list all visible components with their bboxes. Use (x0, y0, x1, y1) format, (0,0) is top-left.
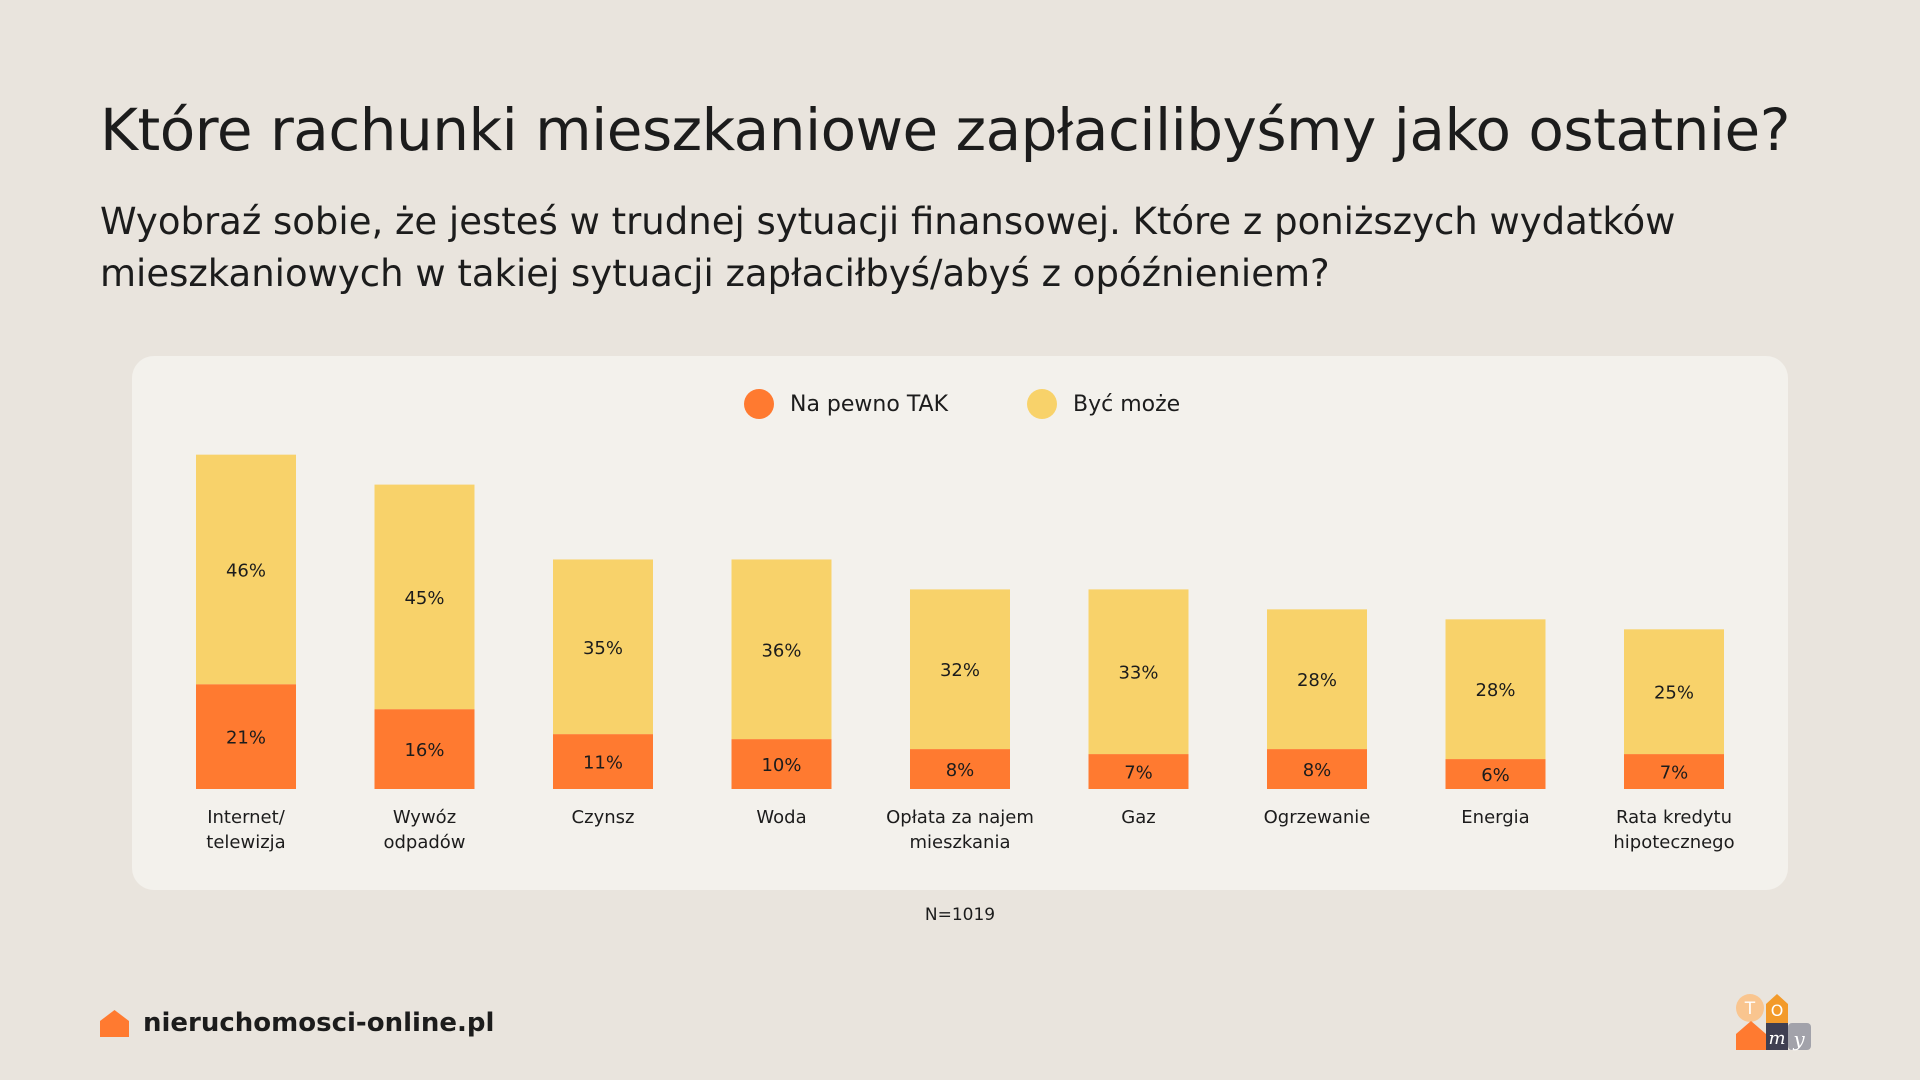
svg-text:y: y (1792, 1027, 1805, 1051)
page-title: Które rachunki mieszkaniowe zapłacilibyś… (100, 96, 1790, 164)
category-label: Czynsz (514, 805, 692, 830)
category-label-line: Internet/ (207, 807, 285, 828)
data-label: 36% (761, 640, 801, 661)
bar-segment-byc-moze (1267, 609, 1367, 750)
category-label-line: Energia (1461, 807, 1530, 828)
data-label: 8% (1303, 760, 1332, 781)
bar-segment-na-pewno-tak (196, 684, 296, 789)
bar-segment-byc-moze (731, 559, 832, 740)
sample-size-note: N=1019 (924, 905, 996, 925)
bar-segment-byc-moze (910, 589, 1010, 750)
category-label: Opłata za najem mieszkania (871, 805, 1049, 855)
bar-segment-na-pewno-tak (1445, 759, 1546, 789)
data-label: 6% (1481, 765, 1510, 786)
legend-swatch (1027, 389, 1057, 419)
data-label: 33% (1118, 663, 1158, 684)
category-label-line: mieszkania (909, 832, 1011, 853)
tomy-logo: T O m y (1736, 994, 1811, 1051)
bar-segment-na-pewno-tak (374, 709, 475, 789)
site-name: nieruchomosci-online.pl (143, 1008, 495, 1038)
legend-label: Na pewno TAK (790, 391, 949, 417)
legend-label: Być może (1073, 391, 1181, 417)
category-label: Rata kredytu hipotecznego (1585, 805, 1763, 855)
category-label-line: odpadów (383, 832, 466, 853)
data-label: 21% (226, 728, 266, 749)
subtitle: Wyobraź sobie, że jesteś w trudnej sytua… (100, 200, 1676, 295)
data-label: 32% (940, 660, 980, 681)
category-label-line: Rata kredytu (1616, 807, 1732, 828)
footer-brand: nieruchomosci-online.pl (100, 1008, 494, 1038)
data-label: 46% (226, 560, 266, 581)
bar-segment-byc-moze (553, 559, 653, 735)
category-label: Energia (1407, 805, 1585, 830)
category-label-line: Gaz (1121, 807, 1156, 828)
legend: Na pewno TAK Być może (0, 389, 1920, 419)
data-label: 16% (404, 740, 444, 761)
category-label: Ogrzewanie (1228, 805, 1406, 830)
bar-segment-byc-moze (1624, 629, 1724, 755)
data-label: 8% (946, 760, 975, 781)
category-label: Woda (693, 805, 871, 830)
data-label: 7% (1660, 763, 1689, 784)
legend-item-na-pewno-tak: Na pewno TAK (744, 389, 948, 419)
data-label: 11% (583, 753, 623, 774)
svg-text:T: T (1744, 999, 1756, 1019)
category-label-line: Woda (756, 807, 807, 828)
data-label: 25% (1654, 683, 1694, 704)
category-label-line: Ogrzewanie (1263, 807, 1371, 828)
bar-segment-na-pewno-tak (910, 749, 1010, 789)
svg-text:O: O (1771, 1001, 1784, 1020)
data-label: 35% (583, 638, 623, 659)
data-label: 45% (404, 588, 444, 609)
bar-segment-na-pewno-tak (731, 739, 832, 789)
bar-segment-na-pewno-tak (1267, 749, 1367, 789)
category-label-line: telewizja (206, 832, 286, 853)
bar-segment-byc-moze (374, 484, 475, 710)
house-icon (100, 1009, 129, 1037)
data-label: 28% (1475, 680, 1515, 701)
category-label-line: hipotecznego (1613, 832, 1735, 853)
svg-text:m: m (1768, 1028, 1785, 1049)
category-label-line: Wywóz (392, 807, 457, 828)
category-label: Gaz (1050, 805, 1228, 830)
category-label: Wywóz odpadów (336, 805, 514, 855)
bar-segment-na-pewno-tak (553, 734, 653, 789)
data-label: 10% (761, 755, 801, 776)
category-label-line: Czynsz (571, 807, 635, 828)
legend-swatch (744, 389, 774, 419)
data-label: 28% (1297, 670, 1337, 691)
bar-segment-na-pewno-tak (1624, 754, 1724, 789)
category-label: Internet/telewizja (157, 805, 335, 855)
bar-segment-byc-moze (1088, 589, 1189, 755)
bar-segment-na-pewno-tak (1088, 754, 1189, 789)
data-label: 7% (1124, 763, 1153, 784)
category-label-line: Opłata za najem (886, 807, 1034, 828)
legend-item-byc-moze: Być może (1027, 389, 1180, 419)
bar-segment-byc-moze (1445, 619, 1546, 760)
bar-segment-byc-moze (196, 454, 296, 685)
